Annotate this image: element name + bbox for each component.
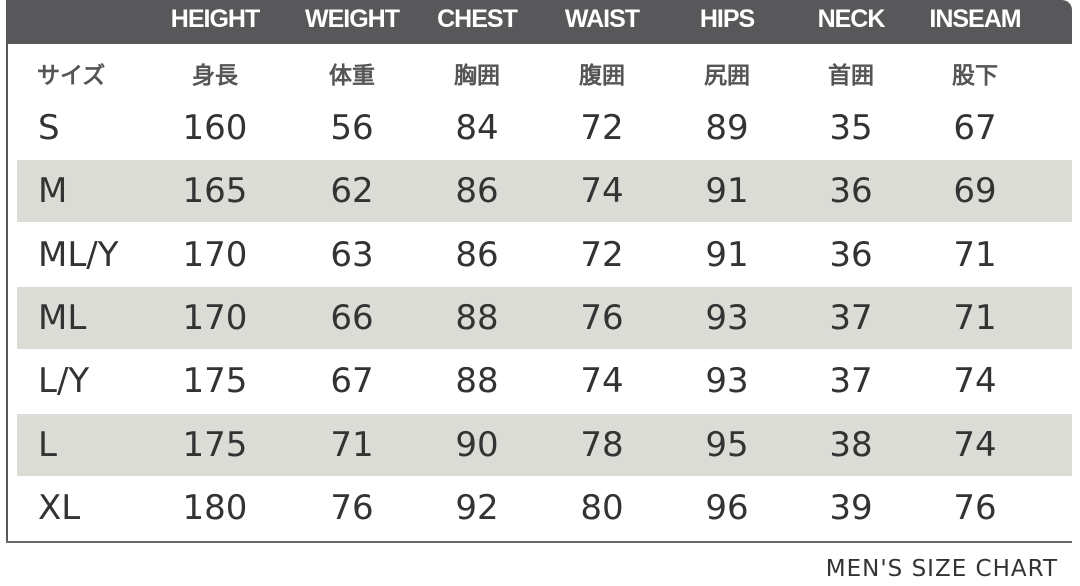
table-cell: 35: [829, 108, 873, 148]
table-cell: 72: [580, 108, 624, 148]
table-cell: 尻囲: [704, 63, 750, 89]
table-cell: 95: [705, 424, 749, 465]
table-cell: 96: [705, 487, 749, 528]
table-cell: 93: [705, 297, 749, 338]
table-cell: 首囲: [828, 63, 874, 89]
size-label: ML/Y: [38, 234, 119, 275]
table-cell: 69: [953, 171, 997, 212]
table-cell: 170: [182, 297, 248, 338]
column-header-waist: WAIST: [564, 5, 640, 33]
column-header-inseam: INSEAM: [929, 5, 1021, 33]
table-cell: 88: [455, 297, 499, 338]
table-cell: 74: [580, 361, 624, 402]
table-cell: 71: [330, 424, 374, 465]
table-row: XL 180 76 92 80 96 39 76: [17, 477, 1072, 539]
table-cell: 36: [829, 234, 873, 275]
table-cell: 175: [182, 424, 248, 465]
table-cell: 62: [330, 171, 374, 212]
table-cell: 170: [182, 234, 248, 275]
table-cell: 36: [829, 171, 873, 212]
table-cell: 80: [580, 487, 624, 528]
table-left-border: [6, 0, 8, 543]
size-label: L/Y: [38, 361, 90, 402]
table-cell: 76: [330, 487, 374, 528]
table-cell: 160: [182, 108, 248, 148]
table-cell: 63: [330, 234, 374, 275]
table-cell: 身長: [192, 63, 238, 89]
table-cell: 72: [580, 234, 624, 275]
table-bottom-border: [6, 541, 1072, 543]
table-cell: 76: [580, 297, 624, 338]
table-cell: 86: [455, 171, 499, 212]
table-cell: 89: [705, 108, 749, 148]
table-cell: 84: [455, 108, 499, 148]
table-row: ML/Y 170 63 86 72 91 36 71: [17, 224, 1072, 286]
table-cell: 92: [455, 487, 499, 528]
table-cell: 90: [455, 424, 499, 465]
table-row: M 165 62 86 74 91 36 69: [17, 160, 1072, 223]
column-header-height: HEIGHT: [170, 5, 260, 33]
size-label: ML: [38, 297, 87, 338]
table-row: L 175 71 90 78 95 38 74: [17, 413, 1072, 476]
chart-caption: MEN'S SIZE CHART: [825, 556, 1058, 582]
column-header-neck: NECK: [817, 5, 886, 33]
table-cell: 体重: [329, 63, 375, 89]
table-row: S 160 56 84 72 89 35 67: [17, 97, 1072, 159]
table-cell: 股下: [952, 63, 998, 89]
table-cell: 86: [455, 234, 499, 275]
table-cell: 91: [705, 171, 749, 212]
table-cell: 38: [829, 424, 873, 465]
table-cell: 37: [829, 297, 873, 338]
table-cell: 76: [953, 487, 997, 528]
table-row: ML 170 66 88 76 93 37 71: [17, 286, 1072, 349]
table-cell: 74: [580, 171, 624, 212]
table-cell: 37: [829, 361, 873, 402]
table-cell: 88: [455, 361, 499, 402]
table-cell: 39: [829, 487, 873, 528]
column-header-chest: CHEST: [437, 5, 518, 33]
table-cell: 180: [182, 487, 248, 528]
table-cell: 71: [953, 297, 997, 338]
table-cell: 93: [705, 361, 749, 402]
table-cell: 胸囲: [454, 63, 500, 89]
column-header-bar: HEIGHT WEIGHT CHEST WAIST HIPS NECK INSEAM: [6, 0, 1072, 44]
size-label: L: [38, 424, 57, 465]
table-cell: 175: [182, 361, 248, 402]
table-cell: 71: [953, 234, 997, 275]
table-cell: 91: [705, 234, 749, 275]
table-cell: 67: [330, 361, 374, 402]
size-label: S: [38, 108, 60, 148]
table-cell: 74: [953, 424, 997, 465]
table-cell: 66: [330, 297, 374, 338]
table-cell: 74: [953, 361, 997, 402]
table-cell: 78: [580, 424, 624, 465]
table-cell: 56: [330, 108, 374, 148]
table-cell: 165: [182, 171, 248, 212]
table-row: L/Y 175 67 88 74 93 37 74: [17, 350, 1072, 412]
table-cell: 67: [953, 108, 997, 148]
column-header-weight: WEIGHT: [305, 5, 400, 33]
japanese-header-row: サイズ 身長 体重 胸囲 腹囲 尻囲 首囲 股下: [17, 45, 1072, 107]
size-label: サイズ: [37, 63, 106, 89]
size-label: M: [38, 171, 68, 212]
column-header-hips: HIPS: [699, 5, 755, 33]
size-label: XL: [38, 487, 81, 528]
table-cell: 腹囲: [579, 63, 625, 89]
